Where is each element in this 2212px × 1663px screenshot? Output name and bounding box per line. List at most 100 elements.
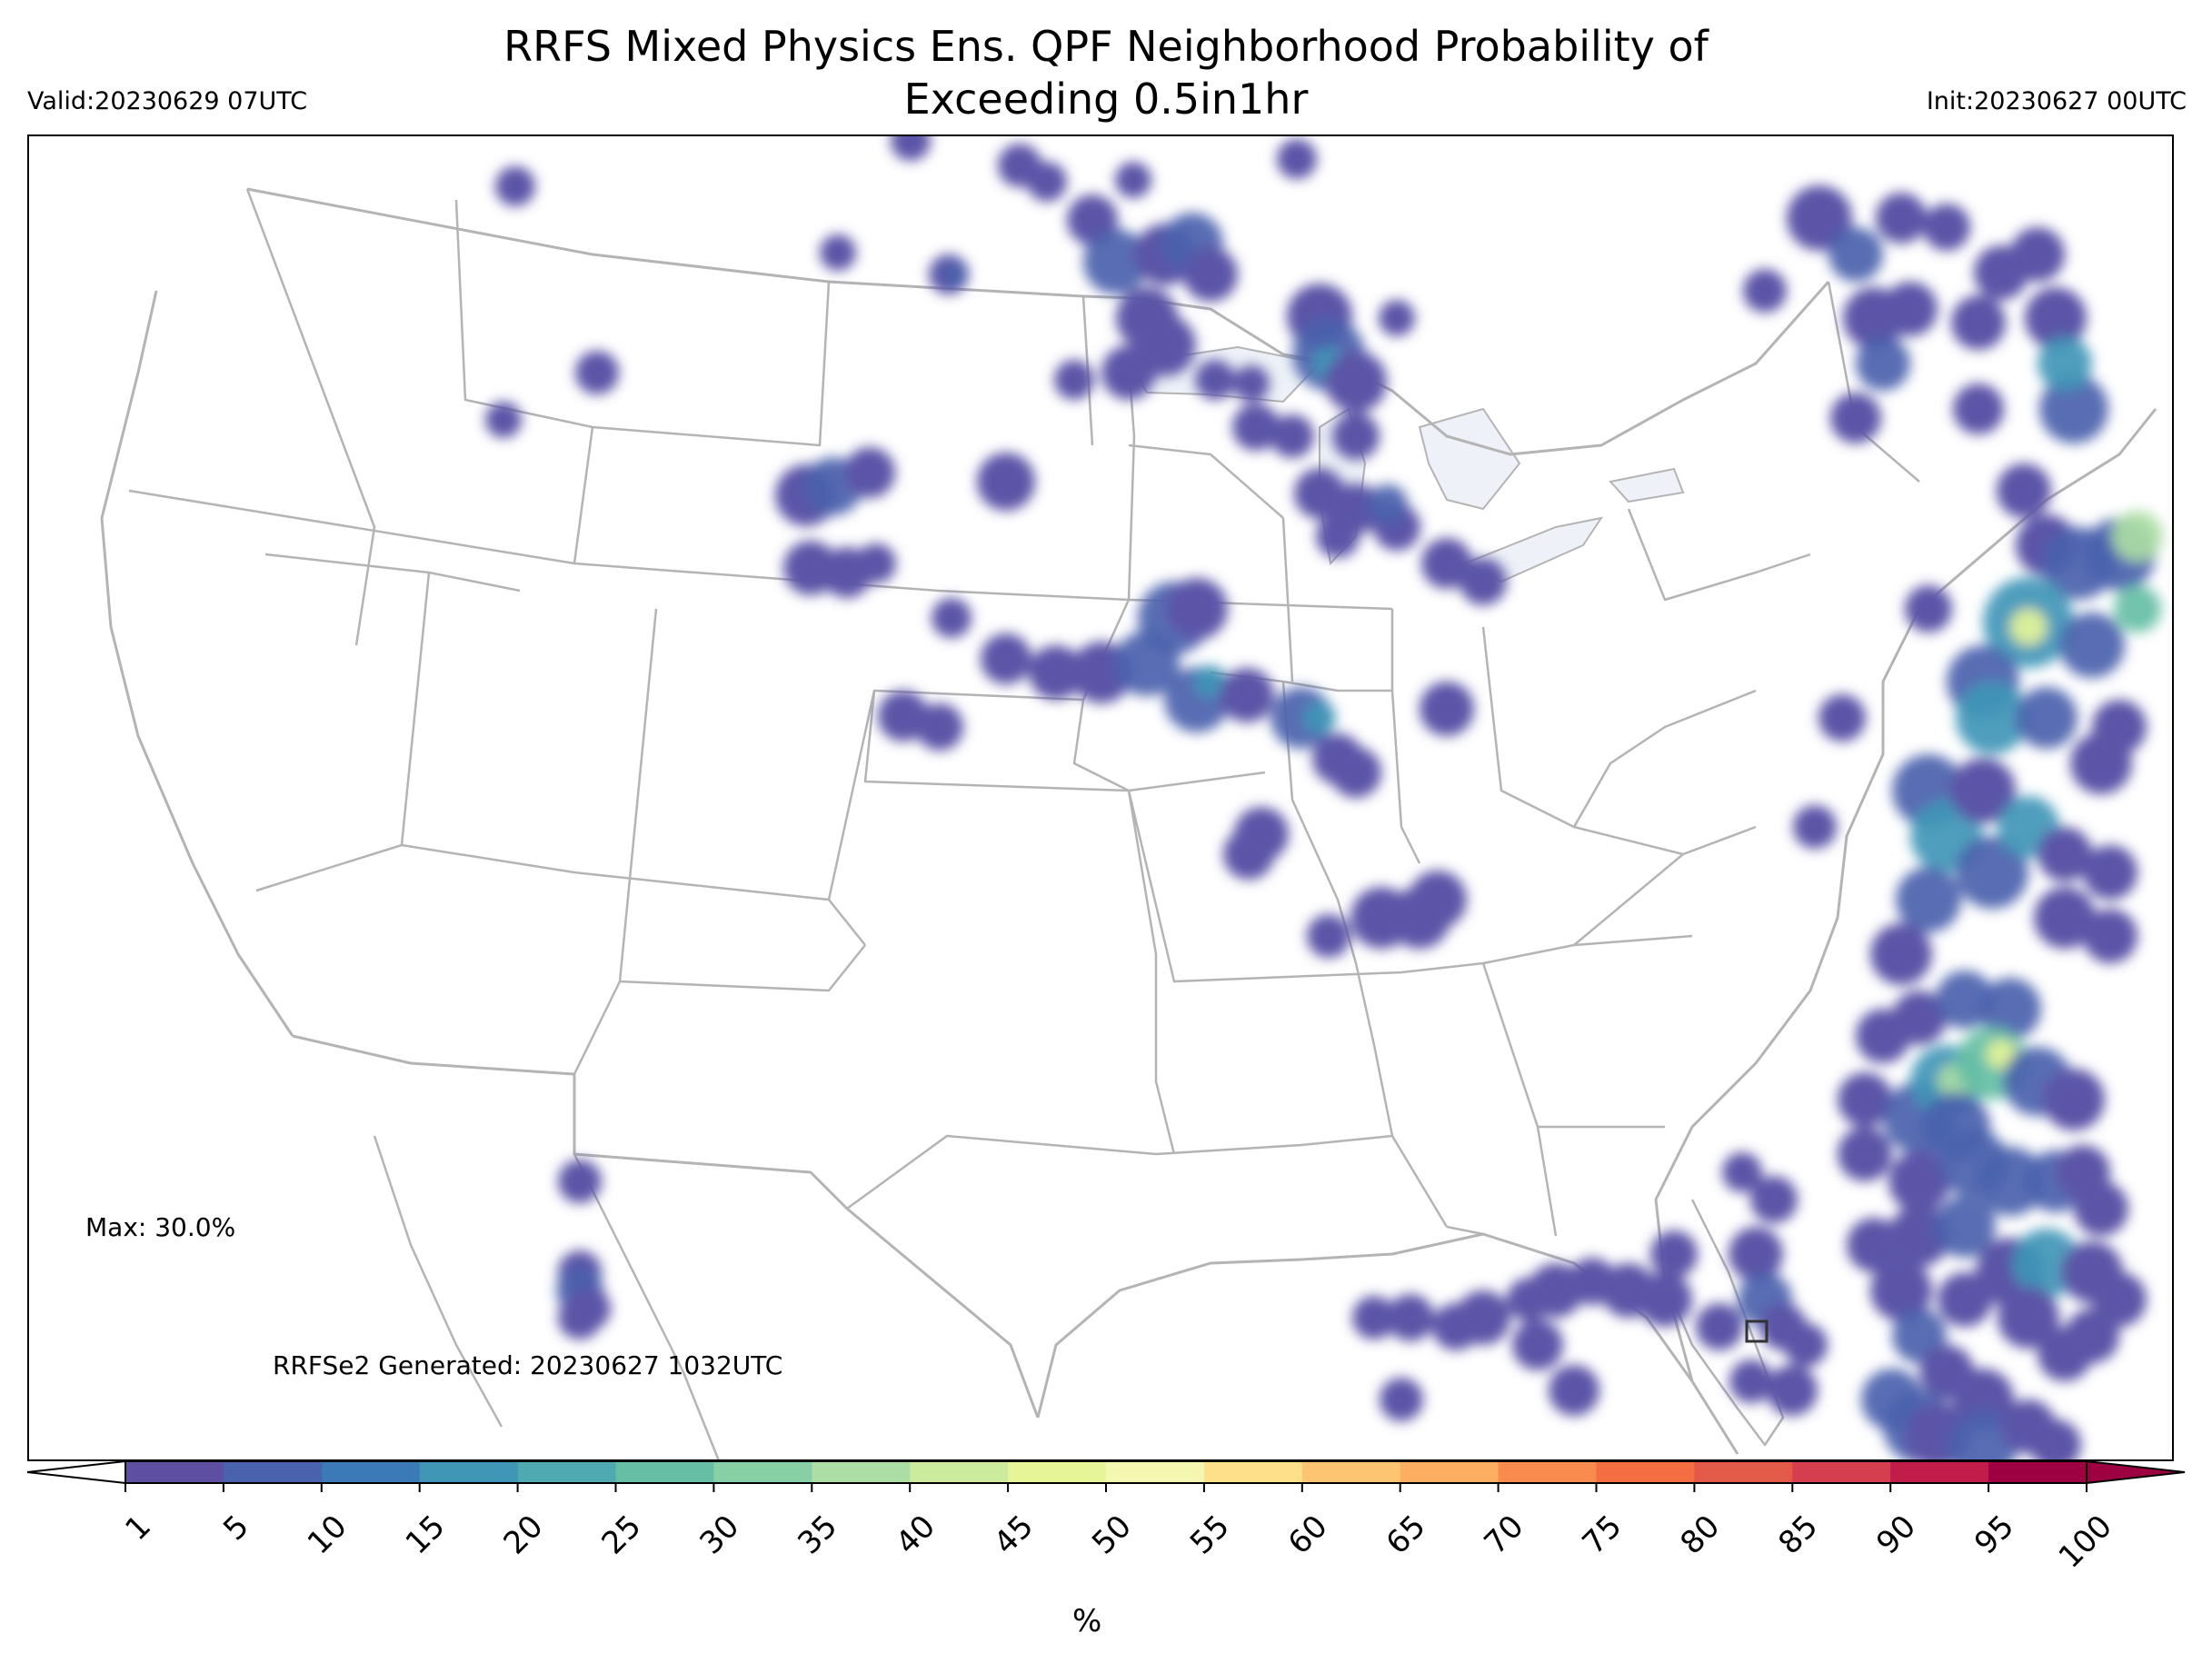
probability-blob xyxy=(558,1296,602,1339)
probability-blob xyxy=(1379,300,1415,336)
probability-blob xyxy=(2025,287,2087,349)
probability-blob xyxy=(2114,585,2161,632)
colorbar-segment xyxy=(1301,1461,1401,1483)
valid-time-label: Valid:20230629 07UTC xyxy=(27,87,308,115)
title-line-1: RRFS Mixed Physics Ens. QPF Neighborhood… xyxy=(503,22,1709,71)
colorbar-unit-label: % xyxy=(1072,1603,1102,1639)
probability-blob xyxy=(2034,887,2096,949)
probability-blob xyxy=(2030,1419,2081,1459)
probability-blob xyxy=(1888,1150,1950,1212)
probability-blob xyxy=(1512,1319,1563,1370)
probability-blob xyxy=(1987,1040,2016,1069)
probability-blob xyxy=(1956,836,2028,909)
probability-blob xyxy=(977,453,1035,511)
probability-blob xyxy=(1432,1303,1480,1350)
probability-blob xyxy=(1896,867,1961,932)
probability-blob xyxy=(981,633,1031,684)
probability-blob xyxy=(1316,514,1360,558)
probability-blob xyxy=(1387,1294,1434,1341)
probability-blob xyxy=(575,351,619,394)
probability-blob xyxy=(1743,269,1787,313)
location-marker xyxy=(1745,1319,1769,1343)
colorbar-tick-label: 95 xyxy=(1968,1509,2021,1562)
colorbar-segment xyxy=(1988,1461,2087,1483)
probability-blob xyxy=(1847,1218,1901,1272)
probability-blob xyxy=(495,166,535,206)
probability-blob xyxy=(1950,758,2016,823)
probability-blob xyxy=(1934,1196,1996,1258)
colorbar-extend-min xyxy=(26,1459,126,1485)
colorbar-segment xyxy=(223,1461,323,1483)
colorbar-tick-label: 55 xyxy=(1183,1509,1237,1562)
probability-blob xyxy=(891,136,931,161)
probability-blob xyxy=(1549,1365,1599,1416)
probability-blob xyxy=(1696,1303,1743,1350)
colorbar-segment xyxy=(812,1461,911,1483)
probability-blob xyxy=(1027,162,1067,202)
probability-blob xyxy=(2038,336,2092,391)
colorbar-tick-label: 45 xyxy=(987,1509,1041,1562)
probability-blob xyxy=(2043,1069,2105,1130)
probability-blob xyxy=(1951,295,2006,350)
probability-blob xyxy=(2092,700,2147,754)
map-panel xyxy=(27,134,2174,1461)
probability-blob xyxy=(1223,829,1274,880)
probability-blob xyxy=(1507,1278,1550,1321)
probability-blob xyxy=(1332,413,1380,460)
gulf-coast xyxy=(1036,1232,1739,1455)
probability-blob xyxy=(1838,1127,1892,1181)
probability-blob xyxy=(1083,229,1149,294)
probability-blob xyxy=(2010,609,2047,645)
probability-blob xyxy=(1750,1176,1798,1223)
colorbar-segment xyxy=(1890,1461,1989,1483)
probability-blob xyxy=(1838,1072,1892,1127)
probability-blob xyxy=(1830,393,1881,443)
probability-blob xyxy=(1784,1323,1828,1367)
colorbar-tick-label: 1 xyxy=(118,1509,158,1548)
probability-blob xyxy=(1330,747,1381,798)
probability-blob xyxy=(2083,845,2137,900)
probability-blob xyxy=(1936,971,1994,1029)
probability-blob xyxy=(1729,1359,1773,1403)
probability-blob xyxy=(1277,139,1317,179)
colorbar-tick-label: 80 xyxy=(1673,1509,1727,1562)
east-coast xyxy=(1654,408,2157,1382)
probability-blob xyxy=(1307,914,1350,958)
probability-blob xyxy=(2016,687,2077,749)
colorbar-segment xyxy=(1008,1461,1107,1483)
probability-blob xyxy=(916,703,963,751)
lake-ontario xyxy=(1609,467,1685,503)
probability-blob xyxy=(844,447,895,498)
probability-blob xyxy=(1352,1296,1396,1339)
colorbar-tick-label: 15 xyxy=(399,1509,453,1562)
probability-blob xyxy=(1998,1287,2059,1349)
colorbar-tick-label: 50 xyxy=(1085,1509,1139,1562)
probability-blob xyxy=(2112,511,2163,562)
probability-blob xyxy=(1421,538,1472,589)
probability-blob xyxy=(1767,1365,1818,1416)
probability-blob xyxy=(1938,1272,1992,1327)
colorbar-segment xyxy=(1498,1461,1598,1483)
probability-blob xyxy=(2083,909,2137,963)
colorbar-segment xyxy=(1694,1461,1793,1483)
colorbar-segment xyxy=(125,1461,224,1483)
probability-blob xyxy=(1460,558,1507,605)
probability-blob xyxy=(2074,1181,2128,1236)
colorbar-segment xyxy=(419,1461,519,1483)
probability-blob xyxy=(1183,247,1238,302)
probability-blob xyxy=(878,691,929,742)
probability-blob xyxy=(1115,162,1151,198)
colorbar-tick-label: 100 xyxy=(2052,1509,2119,1576)
colorbar-tick-label: 65 xyxy=(1380,1509,1433,1562)
probability-blob xyxy=(1232,403,1280,451)
colorbar-segment xyxy=(517,1461,617,1483)
colorbar-tick-label: 40 xyxy=(889,1509,942,1562)
lake-huron xyxy=(1418,407,1521,511)
probability-blob xyxy=(1303,702,1336,734)
probability-blob xyxy=(1101,345,1156,400)
florida xyxy=(1663,1199,1785,1447)
probability-map xyxy=(100,136,2163,1459)
probability-blob xyxy=(1870,923,1932,985)
colorbar-tick-label: 70 xyxy=(1478,1509,1531,1562)
probability-blob xyxy=(1233,365,1270,402)
